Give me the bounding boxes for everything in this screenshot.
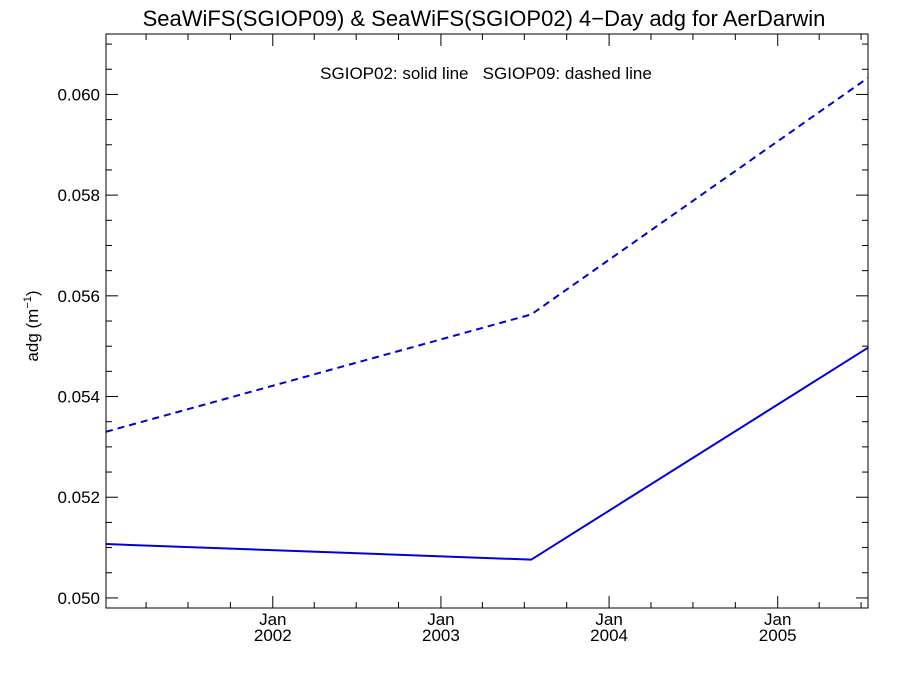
x-tick-label-month: Jan	[427, 610, 454, 629]
y-tick-label: 0.060	[57, 85, 100, 104]
y-axis-label-superscript: −1	[22, 296, 34, 309]
y-tick-label: 0.054	[57, 388, 100, 407]
x-tick-label-month: Jan	[259, 610, 286, 629]
series-line-sgiop09	[105, 76, 869, 433]
x-tick-label-month: Jan	[764, 610, 791, 629]
x-tick-label-year: 2005	[759, 626, 797, 645]
x-tick-label-month: Jan	[595, 610, 622, 629]
plot-frame	[105, 33, 869, 609]
chart-title: SeaWiFS(SGIOP09) & SeaWiFS(SGIOP02) 4−Da…	[143, 6, 826, 31]
tick-labels: 0.0500.0520.0540.0560.0580.060Jan2002Jan…	[57, 85, 796, 645]
y-axis-label: adg (m−1)	[22, 290, 42, 361]
axis-ticks	[106, 34, 868, 608]
y-tick-label: 0.050	[57, 589, 100, 608]
y-axis-label-suffix: )	[23, 290, 42, 296]
x-tick-label-year: 2003	[422, 626, 460, 645]
series-line-sgiop02	[105, 346, 869, 561]
y-tick-label: 0.052	[57, 488, 100, 507]
series-lines	[105, 76, 869, 561]
y-tick-label: 0.058	[57, 186, 100, 205]
x-tick-label-year: 2002	[254, 626, 292, 645]
y-axis-label-main: adg (m	[23, 309, 42, 362]
y-tick-label: 0.056	[57, 287, 100, 306]
x-tick-label-year: 2004	[590, 626, 628, 645]
legend-annotation: SGIOP02: solid line SGIOP09: dashed line	[320, 64, 652, 83]
